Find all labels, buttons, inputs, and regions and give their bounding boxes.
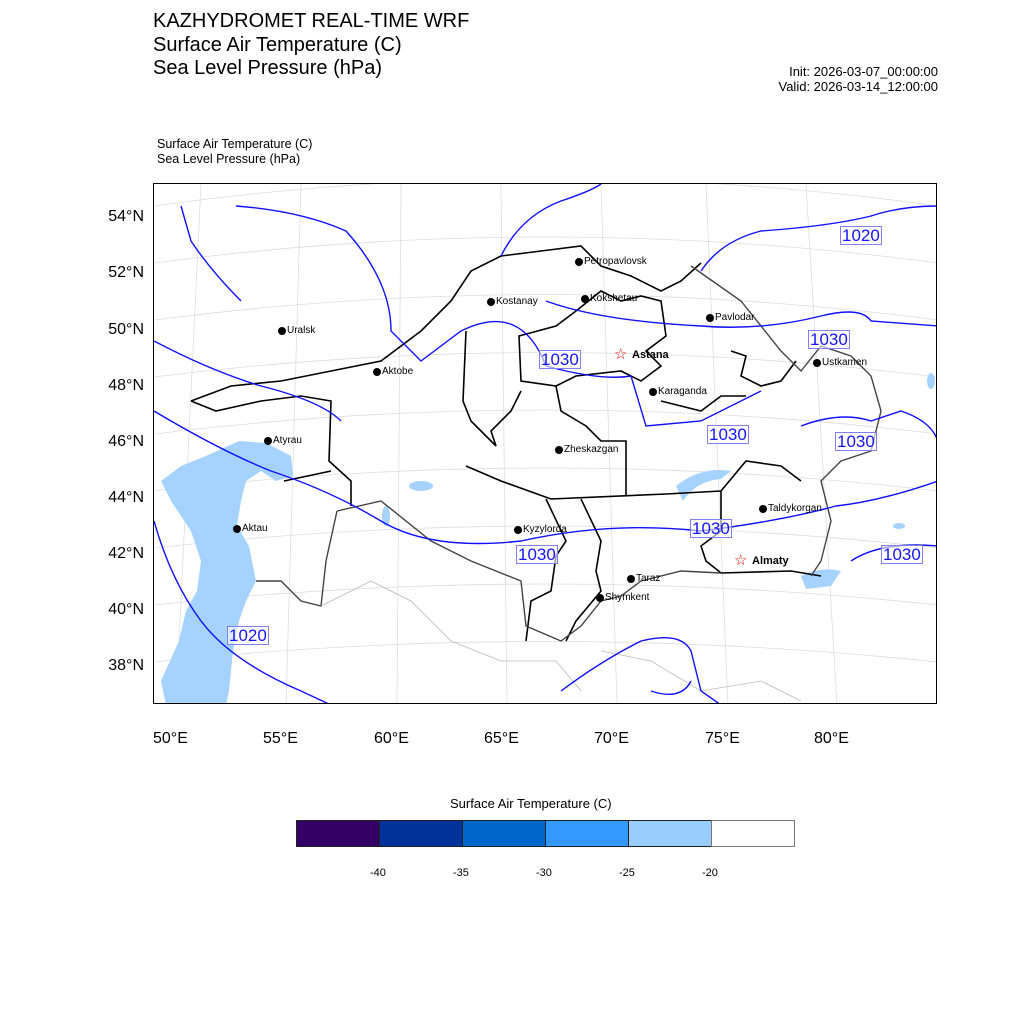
city-dot-icon [278, 327, 286, 335]
city-dot-icon [575, 258, 583, 266]
isobar-label: 1020 [227, 626, 269, 645]
city-dot-icon [373, 368, 381, 376]
colorbar-tick-label: -35 [453, 867, 469, 879]
subtitle-line-1: Surface Air Temperature (C) [157, 137, 313, 151]
colorbar-tick-label: -30 [536, 867, 552, 879]
city-label: Aktobe [382, 366, 414, 377]
lon-tick-label: 50°E [153, 730, 188, 747]
map-layers [154, 184, 936, 703]
lat-tick-label: 54°N [108, 208, 144, 225]
lon-tick-label: 70°E [594, 730, 629, 747]
city-label: Petropavlovsk [584, 256, 647, 267]
colorbar-title: Surface Air Temperature (C) [450, 796, 612, 811]
city-dot-icon [487, 298, 495, 306]
lat-tick-label: 44°N [108, 489, 144, 506]
city-dot-icon [596, 594, 604, 602]
isobar-label: 1030 [516, 545, 558, 564]
city-dot-icon [813, 359, 821, 367]
title-line-2: Surface Air Temperature (C) [153, 34, 402, 56]
city-label: Kyzylorda [523, 524, 567, 535]
colorbar-swatch [711, 820, 795, 847]
isobar-label: 1030 [690, 519, 732, 538]
lat-tick-label: 40°N [108, 601, 144, 618]
city-dot-icon [264, 437, 272, 445]
city-label: Taraz [636, 573, 661, 584]
lon-tick-label: 80°E [814, 730, 849, 747]
lat-tick-label: 38°N [108, 657, 144, 674]
city-label: Karaganda [658, 386, 707, 397]
colorbar-swatch [628, 820, 712, 847]
city-label: Kostanay [496, 296, 538, 307]
city-label: Kokshetau [590, 293, 638, 304]
capital-star-icon: ☆ [734, 552, 748, 569]
pressure-isobars [154, 184, 936, 703]
city-dot-icon [627, 575, 635, 583]
city-dot-icon [759, 505, 767, 513]
lat-tick-label: 48°N [108, 377, 144, 394]
colorbar-tick-label: -20 [702, 867, 718, 879]
lon-tick-label: 65°E [484, 730, 519, 747]
valid-time: Valid: 2026-03-14_12:00:00 [778, 79, 939, 94]
city-label: Ustkamen [822, 357, 868, 368]
colorbar-swatch [545, 820, 629, 847]
cold-patches [382, 373, 935, 589]
lon-tick-label: 75°E [705, 730, 740, 747]
init-time: Init: 2026-03-07_00:00:00 [789, 64, 938, 79]
isobar-label: 1030 [881, 545, 923, 564]
city-label: Atyrau [273, 435, 302, 446]
colorbar-swatch [379, 820, 463, 847]
title-line-3: Sea Level Pressure (hPa) [153, 57, 383, 79]
city-dot-icon [581, 295, 589, 303]
isobar-label: 1030 [808, 330, 850, 349]
isobar-label: 1030 [835, 432, 877, 451]
lat-tick-label: 50°N [108, 321, 144, 338]
city-label: Shymkent [605, 592, 650, 603]
city-dot-icon [233, 525, 241, 533]
isobar-label: 1030 [707, 425, 749, 444]
colorbar-tick-label: -25 [619, 867, 635, 879]
city-label: Pavlodar [715, 312, 755, 323]
city-label: Astana [632, 349, 669, 361]
lat-tick-label: 52°N [108, 264, 144, 281]
lon-tick-label: 55°E [263, 730, 298, 747]
country-borders [256, 265, 882, 642]
city-label: Aktau [242, 523, 268, 534]
city-dot-icon [706, 314, 714, 322]
colorbar-tick-label: -40 [370, 867, 386, 879]
lat-tick-label: 42°N [108, 545, 144, 562]
graticule [154, 184, 936, 703]
title-line-1: KAZHYDROMET REAL-TIME WRF [153, 10, 470, 32]
city-dot-icon [555, 446, 563, 454]
city-label: Zheskazgan [564, 444, 619, 455]
map-panel: Petropavlovsk Kostanay Kokshetau Pavlodar Ur… [153, 183, 937, 704]
city-dot-icon [514, 526, 522, 534]
capital-star-icon: ☆ [614, 346, 628, 363]
isobar-label: 1030 [539, 350, 581, 369]
isobar-label: 1020 [840, 226, 882, 245]
colorbar-swatch [462, 820, 546, 847]
colorbar-swatch [296, 820, 380, 847]
city-label: Almaty [752, 555, 789, 567]
lat-tick-label: 46°N [108, 433, 144, 450]
city-label: Taldykorgan [768, 503, 822, 514]
city-label: Uralsk [287, 325, 316, 336]
lon-tick-label: 60°E [374, 730, 409, 747]
city-dot-icon [649, 388, 657, 396]
subtitle-line-2: Sea Level Pressure (hPa) [157, 152, 301, 166]
caspian-sea [161, 441, 293, 703]
